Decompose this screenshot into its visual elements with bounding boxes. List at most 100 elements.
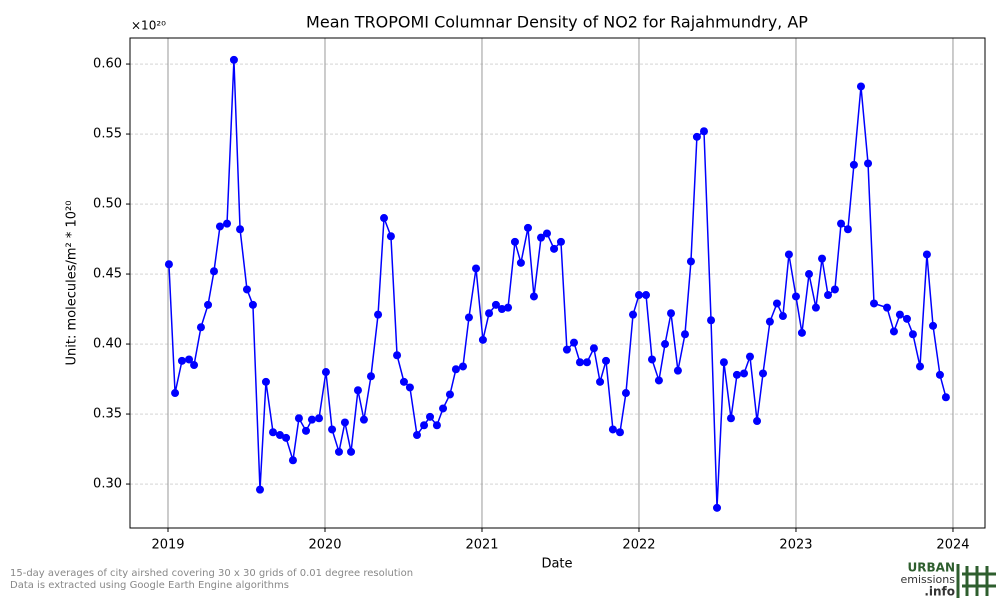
data-point xyxy=(171,389,180,398)
data-point xyxy=(797,328,806,337)
data-point xyxy=(740,369,749,378)
data-point xyxy=(699,127,708,136)
data-point xyxy=(223,219,232,228)
data-point xyxy=(204,300,213,309)
data-point xyxy=(922,250,931,259)
data-point xyxy=(485,309,494,318)
data-point xyxy=(282,433,291,442)
y-tick-label: 0.45 xyxy=(93,267,122,282)
data-point xyxy=(849,160,858,169)
data-point xyxy=(412,431,421,440)
data-point xyxy=(497,305,506,314)
data-point xyxy=(941,393,950,402)
data-point xyxy=(583,358,592,367)
data-point xyxy=(393,351,402,360)
chart-title: Mean TROPOMI Columnar Density of NO2 for… xyxy=(306,13,808,32)
data-point xyxy=(791,292,800,301)
data-point xyxy=(811,303,820,312)
data-point xyxy=(334,447,343,456)
data-point xyxy=(328,425,337,434)
data-point xyxy=(386,232,395,241)
data-point xyxy=(642,291,651,300)
logo-text: URBAN xyxy=(908,561,955,575)
data-point xyxy=(269,428,278,437)
data-point xyxy=(765,317,774,326)
y-tick-label: 0.40 xyxy=(93,337,122,352)
data-point xyxy=(359,415,368,424)
data-point xyxy=(759,369,768,378)
data-point xyxy=(510,237,519,246)
x-tick-label: 2020 xyxy=(308,538,341,553)
data-point xyxy=(464,313,473,322)
data-point xyxy=(190,361,199,370)
data-point xyxy=(673,366,682,375)
data-point xyxy=(634,291,643,300)
data-point xyxy=(602,356,611,365)
data-point xyxy=(380,214,389,223)
data-point xyxy=(550,244,559,253)
data-point xyxy=(629,310,638,319)
data-point xyxy=(451,365,460,374)
logo: URBAN emissions .info xyxy=(901,561,996,599)
x-tick-label: 2022 xyxy=(622,538,655,553)
data-point xyxy=(784,250,793,259)
x-tick-label: 2024 xyxy=(936,538,969,553)
data-point xyxy=(608,425,617,434)
y-tick-label: 0.55 xyxy=(93,127,122,142)
data-point xyxy=(870,299,879,308)
data-point xyxy=(445,390,454,399)
x-tick-label: 2019 xyxy=(151,538,184,553)
data-point xyxy=(399,377,408,386)
data-point xyxy=(523,223,532,232)
data-point xyxy=(229,55,238,64)
data-point xyxy=(248,300,257,309)
data-point xyxy=(209,267,218,276)
data-point xyxy=(732,370,741,379)
footnote: 15-day averages of city airshed covering… xyxy=(10,568,413,579)
data-point xyxy=(818,254,827,263)
data-point xyxy=(556,237,565,246)
data-point xyxy=(504,303,513,312)
data-point xyxy=(432,421,441,430)
data-point xyxy=(889,327,898,336)
data-point xyxy=(589,344,598,353)
data-point xyxy=(516,258,525,267)
data-point xyxy=(439,404,448,413)
data-point xyxy=(236,225,245,234)
data-point xyxy=(366,372,375,381)
y-tick-label: 0.60 xyxy=(93,57,122,72)
data-point xyxy=(778,312,787,321)
logo-text: .info xyxy=(924,585,955,599)
data-point xyxy=(726,414,735,423)
data-point xyxy=(307,415,316,424)
y-tick-label: 0.50 xyxy=(93,197,122,212)
data-point xyxy=(692,132,701,141)
footnote: Data is extracted using Google Earth Eng… xyxy=(10,580,289,591)
data-point xyxy=(215,222,224,231)
data-point xyxy=(374,310,383,319)
x-tick-label: 2021 xyxy=(465,538,498,553)
data-point xyxy=(340,418,349,427)
data-point xyxy=(856,82,865,91)
data-point xyxy=(542,229,551,238)
plot-frame xyxy=(129,37,986,529)
y-tick-label: 0.35 xyxy=(93,407,122,422)
data-point xyxy=(615,428,624,437)
data-point xyxy=(883,303,892,312)
data-point xyxy=(908,330,917,339)
data-point xyxy=(916,362,925,371)
data-point xyxy=(472,264,481,273)
data-point xyxy=(255,485,264,494)
y-axis-label: Unit: molecules/m² * 10²⁰ xyxy=(65,201,80,366)
data-point xyxy=(491,300,500,309)
data-point xyxy=(529,292,538,301)
data-point xyxy=(830,285,839,294)
data-point xyxy=(405,383,414,392)
data-point xyxy=(478,335,487,344)
data-point xyxy=(242,285,251,294)
data-point xyxy=(837,219,846,228)
data-point xyxy=(177,356,186,365)
data-point xyxy=(261,377,270,386)
